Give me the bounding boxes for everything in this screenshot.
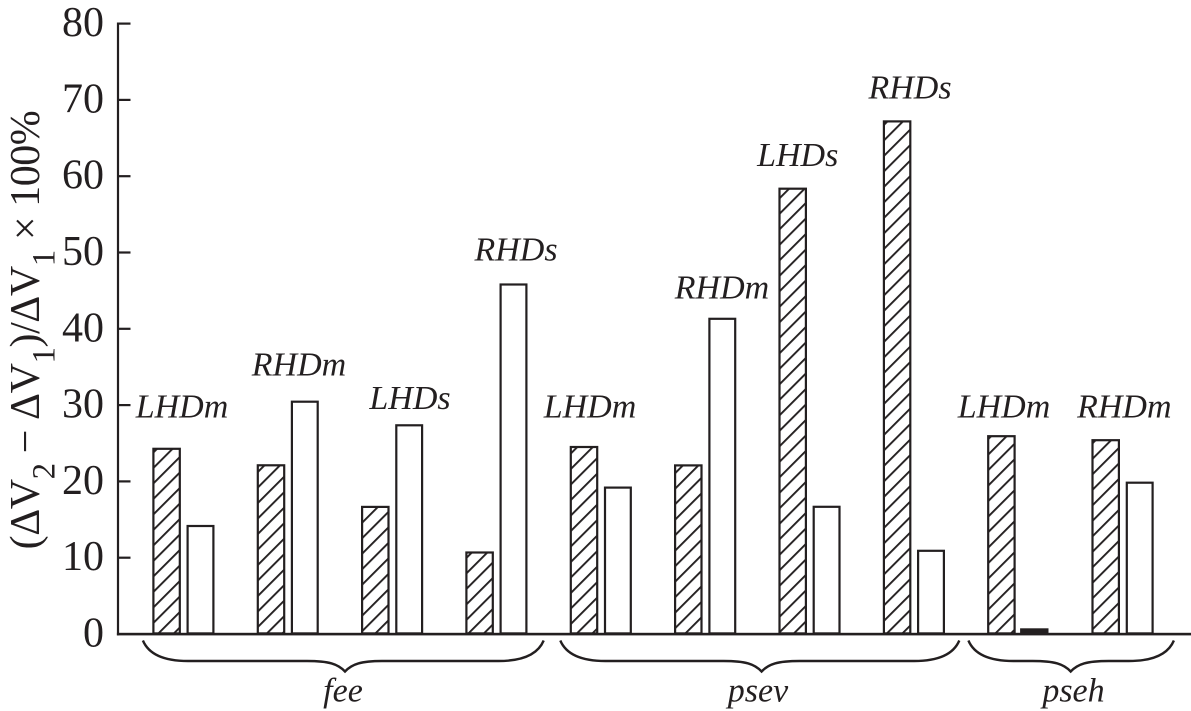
svg-text:RHDs: RHDs xyxy=(867,70,951,107)
svg-text:RHDm: RHDm xyxy=(674,270,769,307)
svg-text:60: 60 xyxy=(62,153,104,199)
svg-text:10: 10 xyxy=(62,534,104,580)
svg-text:LHDs: LHDs xyxy=(368,380,450,417)
svg-text:80: 80 xyxy=(62,0,104,46)
svg-text:0: 0 xyxy=(83,611,104,657)
svg-text:fee: fee xyxy=(323,673,363,710)
svg-text:RHDm: RHDm xyxy=(251,346,346,383)
svg-text:70: 70 xyxy=(62,76,104,122)
svg-text:RHDs: RHDs xyxy=(473,232,557,269)
svg-text:LHDm: LHDm xyxy=(135,389,229,426)
svg-text:20: 20 xyxy=(62,458,104,504)
svg-text:LHDs: LHDs xyxy=(756,137,838,174)
svg-text:RHDm: RHDm xyxy=(1076,388,1171,425)
svg-text:pseh: pseh xyxy=(1040,673,1104,710)
svg-text:40: 40 xyxy=(62,305,104,351)
svg-text:LHDm: LHDm xyxy=(957,388,1051,425)
svg-text:30: 30 xyxy=(62,382,104,428)
svg-text:50: 50 xyxy=(62,229,104,275)
svg-text:psev: psev xyxy=(726,673,789,710)
svg-text:LHDm: LHDm xyxy=(543,389,637,426)
